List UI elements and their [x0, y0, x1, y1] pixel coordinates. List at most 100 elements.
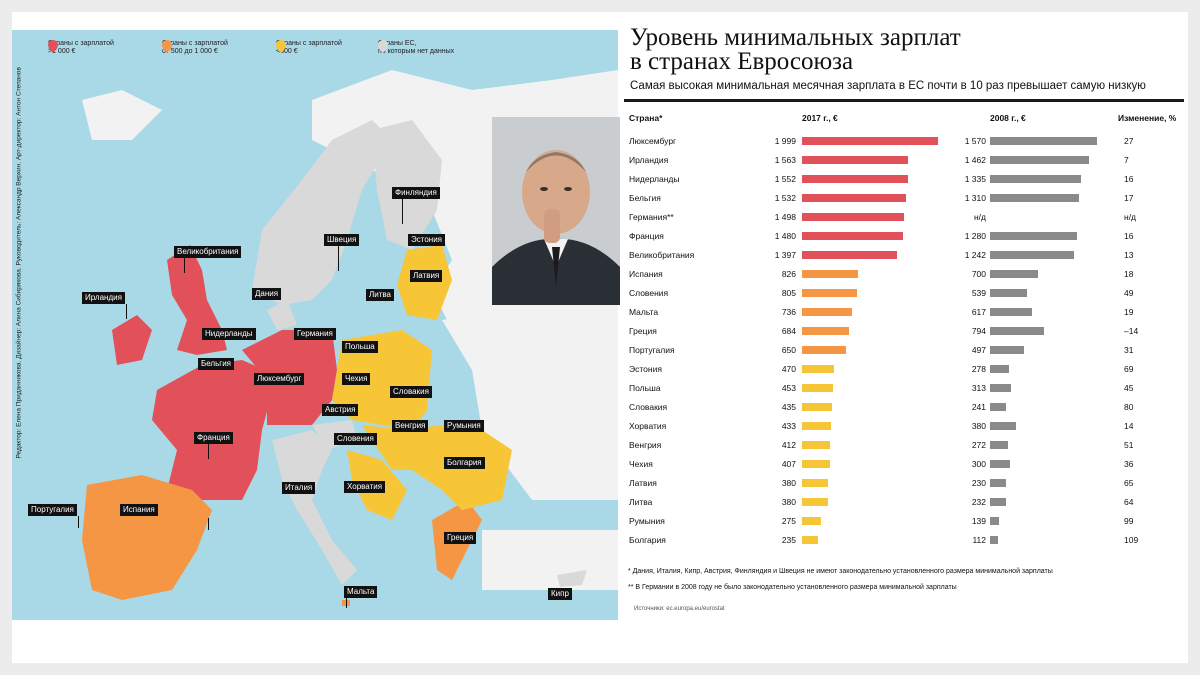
legend-label-line1: Страны с зарплатой: [276, 40, 342, 47]
value-2008: 230: [971, 478, 986, 488]
value-change: н/д: [1124, 212, 1137, 222]
map-label-luxembourg: Люксембург: [254, 373, 305, 385]
bar-2017: [802, 137, 938, 145]
map-label-denmark: Дания: [252, 288, 282, 300]
bar-2017: [802, 289, 857, 297]
chart-subtitle: Самая высокая минимальная месячная зарпл…: [630, 80, 1146, 92]
bar-2008: [990, 536, 998, 544]
title-line-2: в странах Евросоюза: [630, 48, 854, 75]
row-country: Мальта: [629, 307, 659, 317]
bar-2017: [802, 498, 828, 506]
row-country: Эстония: [629, 364, 662, 374]
value-change: 18: [1124, 269, 1134, 279]
row-country: Польша: [629, 383, 661, 393]
bar-2017: [802, 403, 832, 411]
value-change: 69: [1124, 364, 1134, 374]
map-label-spain: Испания: [120, 504, 158, 516]
value-2008: 1 280: [964, 231, 986, 241]
value-change: 16: [1124, 231, 1134, 241]
map-label-romania: Румыния: [444, 420, 484, 432]
value-2017: 826: [781, 269, 796, 279]
label-stem: [208, 518, 209, 530]
bar-2008: [990, 156, 1090, 164]
value-2017: 470: [781, 364, 796, 374]
map-label-slovenia: Словения: [334, 433, 377, 445]
legend-label-line1: Страны ЕС,: [378, 40, 417, 47]
value-2008: 112: [972, 535, 986, 545]
map-label-czechia: Чехия: [342, 373, 371, 385]
value-change: 19: [1124, 307, 1134, 317]
location-pin-icon: [276, 40, 286, 53]
row-country: Хорватия: [629, 421, 667, 431]
bar-2008: [990, 194, 1080, 202]
value-2017: 1 480: [774, 231, 796, 241]
value-2008: н/д: [973, 212, 986, 222]
value-change: 14: [1124, 421, 1134, 431]
row-country: Греция: [629, 326, 657, 336]
row-country: Словакия: [629, 402, 668, 412]
portrait-image: [492, 117, 620, 305]
footnote-2: ** В Германии в 2008 году не было законо…: [628, 584, 957, 591]
value-2017: 1 532: [774, 193, 796, 203]
header-country: Страна*: [629, 113, 663, 123]
bar-2008: [990, 308, 1032, 316]
legend-label-line2: <500 €: [276, 48, 298, 55]
bar-2017: [802, 327, 849, 335]
map-label-uk: Великобритания: [174, 246, 242, 258]
map-label-greece: Греция: [444, 532, 477, 544]
value-2017: 1 999: [774, 136, 796, 146]
bar-2008: [990, 479, 1006, 487]
row-country: Испания: [629, 269, 663, 279]
map-label-poland: Польша: [342, 341, 378, 353]
value-2017: 1 552: [774, 174, 796, 184]
map-label-austria: Австрия: [322, 404, 359, 416]
legend-item: Страны с зарплатой >1 000 €: [48, 40, 114, 56]
value-2008: 313: [971, 383, 986, 393]
value-2008: 700: [971, 269, 986, 279]
value-2017: 1 397: [774, 250, 796, 260]
value-2017: 736: [781, 307, 796, 317]
map-label-cyprus: Кипр: [548, 588, 572, 600]
bar-2017: [802, 175, 908, 183]
row-country: Венгрия: [629, 440, 662, 450]
bar-2008: [990, 403, 1007, 411]
map-label-malta: Мальта: [344, 586, 378, 598]
row-country: Словения: [629, 288, 669, 298]
value-2017: 805: [781, 288, 796, 298]
value-change: –14: [1124, 326, 1139, 336]
label-stem: [78, 516, 79, 528]
value-2017: 235: [781, 535, 796, 545]
bar-2008: [990, 137, 1097, 145]
bar-2008: [990, 498, 1006, 506]
value-2008: 617: [971, 307, 986, 317]
bar-2017: [802, 251, 897, 259]
bar-2017: [802, 460, 830, 468]
value-change: 64: [1124, 497, 1134, 507]
bar-2017: [802, 213, 904, 221]
row-country: Литва: [629, 497, 653, 507]
value-2017: 650: [781, 345, 796, 355]
value-change: 80: [1124, 402, 1134, 412]
row-country: Румыния: [629, 516, 665, 526]
map-label-finland: Финляндия: [392, 187, 440, 199]
bar-2017: [802, 232, 903, 240]
row-country: Португалия: [629, 345, 675, 355]
bar-2017: [802, 441, 831, 449]
bar-2008: [990, 175, 1081, 183]
map-label-bulgaria: Болгария: [444, 457, 485, 469]
label-stem: [338, 246, 339, 271]
legend-label-line2: от 500 до 1 000 €: [162, 48, 218, 55]
map-label-slovakia: Словакия: [390, 386, 432, 398]
map-label-netherlands: Нидерланды: [202, 328, 256, 340]
legend-label-line2: >1 000 €: [48, 48, 76, 55]
bar-2008: [990, 441, 1009, 449]
row-country: Ирландия: [629, 155, 669, 165]
value-change: 45: [1124, 383, 1134, 393]
map-label-ireland: Ирландия: [82, 292, 125, 304]
value-2008: 380: [971, 421, 986, 431]
legend-item: Страны ЕС, по которым нет данных: [378, 40, 454, 56]
bar-2017: [802, 365, 834, 373]
legend-label-line2: по которым нет данных: [378, 48, 455, 55]
credits: Редактор: Елена Приданникова. Дизайнер: …: [15, 67, 23, 459]
value-change: 7: [1124, 155, 1129, 165]
